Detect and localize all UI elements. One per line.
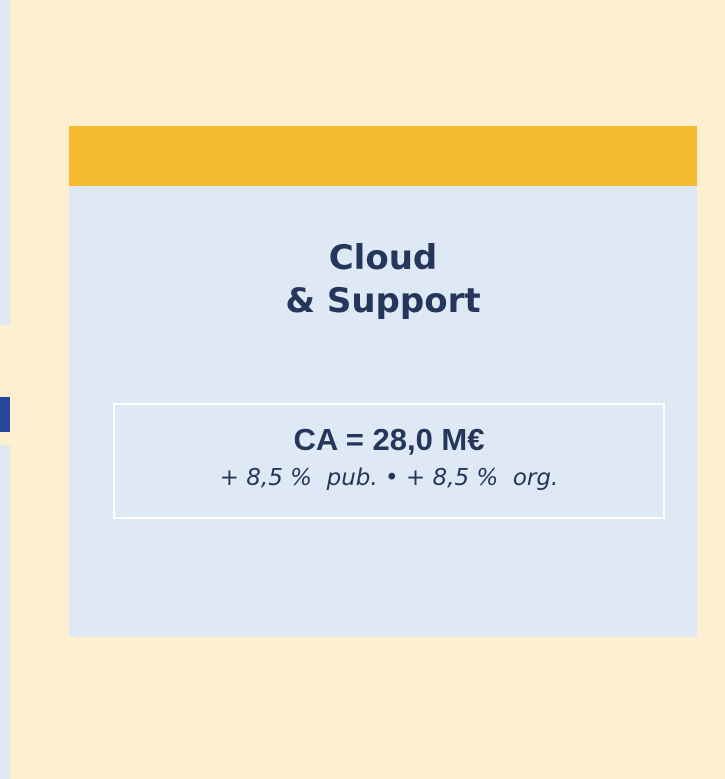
- title-line: Cloud: [328, 238, 438, 278]
- metric-detail: + 8,5 % pub. • + 8,5 % org.: [219, 465, 559, 491]
- card-title: Cloud & Support: [69, 237, 697, 323]
- metric-box: CA = 28,0 M€ + 8,5 % pub. • + 8,5 % org.: [113, 403, 665, 519]
- metric: CA = 28,0 M€: [293, 422, 485, 457]
- title-line: & Support: [285, 281, 481, 321]
- side-tab: [0, 397, 10, 432]
- card: Cloud & Support CA = 28,0 M€ + 8,5 % pub…: [69, 126, 697, 637]
- side-strip: [0, 0, 10, 325]
- card-header-bar: [69, 126, 697, 186]
- side-strip: [0, 445, 10, 779]
